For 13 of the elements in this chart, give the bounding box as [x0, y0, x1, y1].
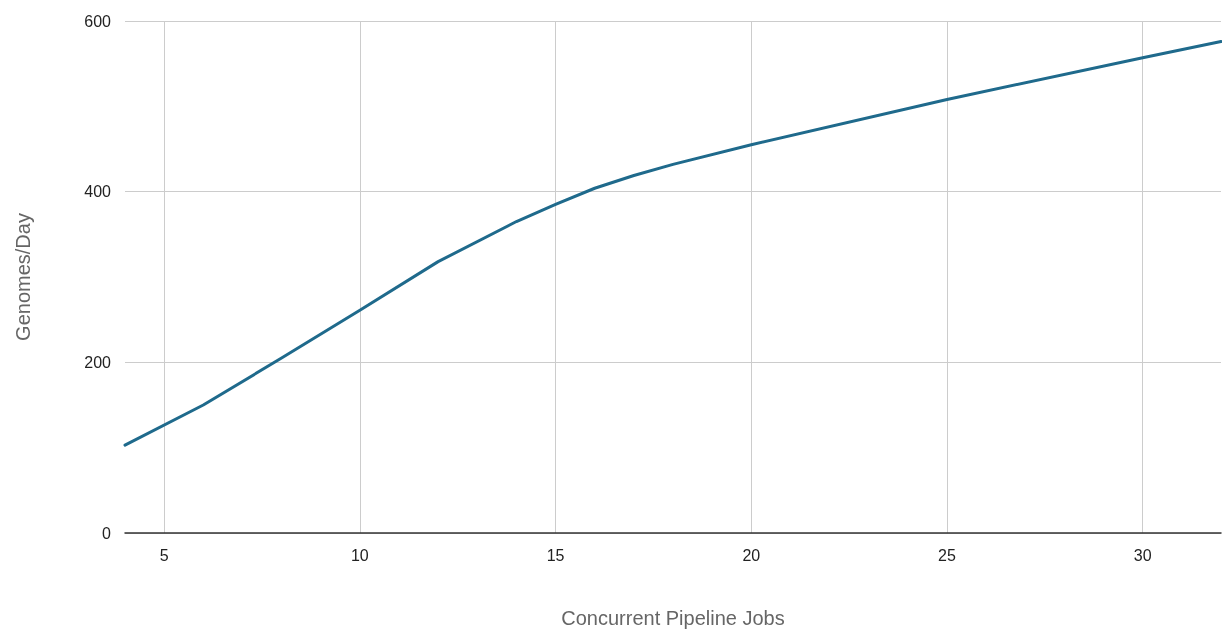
y-tick-label: 600: [84, 12, 112, 30]
x-tick-label: 5: [159, 546, 169, 564]
x-tick-label: 20: [742, 546, 761, 564]
x-tick-label: 10: [350, 546, 369, 564]
y-tick-label: 0: [102, 524, 112, 542]
y-tick-label: 400: [84, 183, 112, 201]
y-axis-title: Genomes/Day: [12, 213, 34, 341]
x-axis-title: Concurrent Pipeline Jobs: [561, 607, 785, 629]
x-tick-label: 15: [546, 546, 565, 564]
line-series: [123, 39, 1222, 447]
x-tick-label: 25: [938, 546, 956, 564]
y-tick-label: 200: [84, 353, 112, 371]
x-tick-label: 30: [1133, 546, 1152, 564]
